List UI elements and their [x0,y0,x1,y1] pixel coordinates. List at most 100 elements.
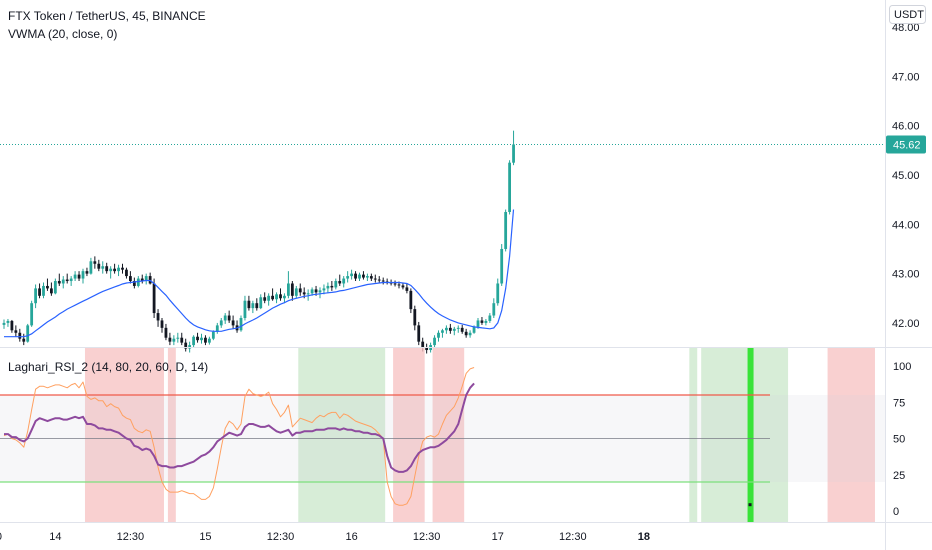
candle[interactable] [334,278,338,290]
candle[interactable] [267,293,271,306]
candle[interactable] [362,271,365,280]
candle[interactable] [50,282,53,296]
candle[interactable] [34,284,37,309]
candle[interactable] [283,293,286,304]
symbol-legend[interactable]: FTX Token / TetherUS, 45, BINANCE [8,9,206,23]
candle[interactable] [231,315,235,329]
candle[interactable] [176,332,180,343]
candle[interactable] [211,330,215,341]
candle[interactable] [192,335,195,348]
candle[interactable] [413,305,417,331]
candle[interactable] [180,332,184,346]
candle[interactable] [322,284,326,295]
candle[interactable] [480,317,484,325]
candle[interactable] [129,271,132,284]
candle[interactable] [101,261,105,274]
candle[interactable] [239,315,243,332]
candle[interactable] [259,294,263,310]
candle[interactable] [219,317,223,328]
candle[interactable] [61,276,65,289]
candle[interactable] [77,271,81,282]
candle[interactable] [369,273,373,282]
candle[interactable] [445,325,448,334]
candle[interactable] [243,295,247,321]
candle[interactable] [294,285,298,299]
price-pane[interactable] [0,130,885,354]
candle[interactable] [460,324,464,334]
candle[interactable] [251,300,255,314]
candle[interactable] [152,278,156,318]
candle[interactable] [69,276,73,286]
candle[interactable] [10,319,14,333]
candle[interactable] [306,289,310,301]
candle[interactable] [464,328,468,338]
candle[interactable] [42,282,45,299]
candle[interactable] [223,313,227,324]
candle[interactable] [85,267,89,277]
vwma-legend[interactable]: VWMA (20, close, 0) [8,27,118,41]
time-axis[interactable]: 12:30 14 12:30 15 12:30 16 12:30 17 12:30 18 [0,531,650,543]
candle[interactable] [342,276,346,288]
candle[interactable] [484,318,488,326]
candle[interactable] [381,277,385,285]
candle[interactable] [456,325,460,333]
candle[interactable] [350,269,353,280]
candle[interactable] [57,273,61,286]
candle[interactable] [65,273,69,284]
candle[interactable] [121,263,124,274]
candle[interactable] [247,295,251,311]
candle[interactable] [290,281,294,301]
candle[interactable] [93,256,97,269]
candle[interactable] [512,130,515,166]
candle[interactable] [448,323,452,334]
candle[interactable] [30,300,34,327]
candle[interactable] [89,257,93,275]
candle[interactable] [148,272,152,285]
candle[interactable] [385,278,389,285]
candle[interactable] [409,288,413,314]
candle[interactable] [125,267,128,279]
candle[interactable] [6,318,10,327]
rsi-slow-line[interactable] [4,382,475,473]
candle[interactable] [132,277,136,289]
candle[interactable] [425,343,429,354]
candle[interactable] [168,332,172,346]
candle[interactable] [263,292,267,304]
candle[interactable] [38,283,41,299]
candle[interactable] [160,317,164,333]
candle[interactable] [271,288,274,301]
candle[interactable] [156,309,160,327]
candle[interactable] [298,283,302,296]
candle[interactable] [184,338,188,352]
candle[interactable] [468,330,472,338]
candle[interactable] [393,280,397,287]
candle[interactable] [235,320,239,333]
rsi-indicator-pane[interactable] [0,348,885,522]
currency-button[interactable] [889,5,926,24]
candle[interactable] [318,287,322,299]
candle[interactable] [500,244,504,286]
candle[interactable] [196,332,199,343]
price-axis[interactable]: 48.00 47.00 46.00 45.00 44.00 43.00 42.00 USDT 4… [886,5,926,330]
candle[interactable] [204,335,207,346]
candle[interactable] [113,263,116,274]
candle[interactable] [366,273,369,282]
candle[interactable] [46,278,49,291]
candle[interactable] [140,274,144,284]
candle[interactable] [18,328,22,342]
candle[interactable] [405,283,409,294]
candle[interactable] [504,209,508,252]
candle[interactable] [417,321,421,346]
candle[interactable] [496,278,500,306]
candle[interactable] [373,274,377,283]
candle[interactable] [346,271,350,283]
candle[interactable] [287,271,290,299]
candle[interactable] [279,288,282,301]
candle[interactable] [26,323,30,343]
candle[interactable] [105,262,109,274]
candle[interactable] [255,298,259,311]
candle[interactable] [330,281,334,291]
candle[interactable] [377,276,381,284]
candle[interactable] [488,313,492,323]
